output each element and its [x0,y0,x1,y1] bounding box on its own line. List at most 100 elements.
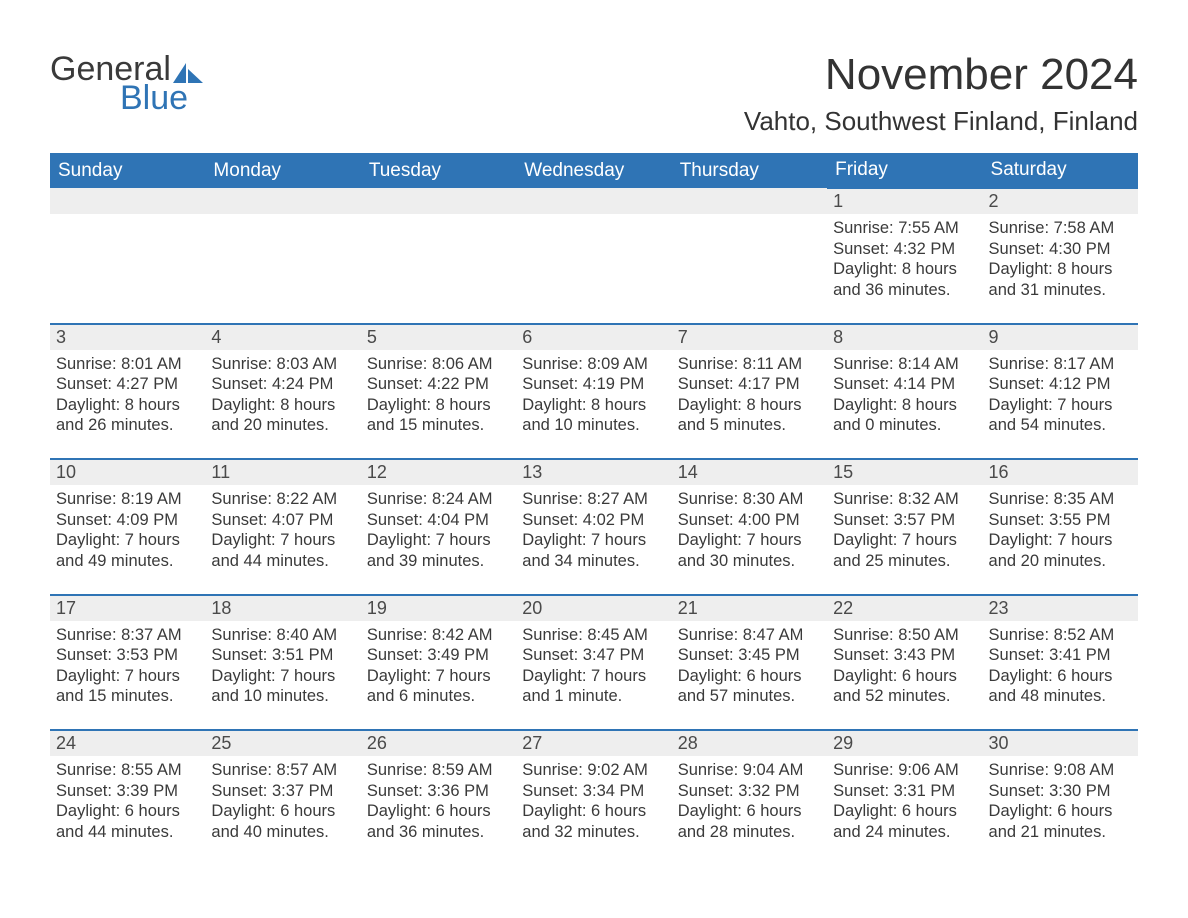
day-4-number: 4 [205,324,360,350]
sunrise-line: Sunrise: 8:32 AM [833,489,976,510]
day-2-details: Sunrise: 7:58 AMSunset: 4:30 PMDaylight:… [983,214,1138,324]
sunrise-line: Sunrise: 8:19 AM [56,489,199,510]
day-30-number: 30 [983,730,1138,756]
day-7-details: Sunrise: 8:11 AMSunset: 4:17 PMDaylight:… [672,350,827,460]
day-5-details: Sunrise: 8:06 AMSunset: 4:22 PMDaylight:… [361,350,516,460]
week-1-bodies: Sunrise: 8:01 AMSunset: 4:27 PMDaylight:… [50,350,1138,460]
sunrise-line: Sunrise: 8:55 AM [56,760,199,781]
sunset-line: Sunset: 4:09 PM [56,510,199,531]
calendar-body: 12Sunrise: 7:55 AMSunset: 4:32 PMDayligh… [50,188,1138,865]
day-30-details: Sunrise: 9:08 AMSunset: 3:30 PMDaylight:… [983,756,1138,865]
sunset-line: Sunset: 3:31 PM [833,781,976,802]
blank-cell [205,214,360,324]
day-12-details: Sunrise: 8:24 AMSunset: 4:04 PMDaylight:… [361,485,516,595]
sunset-line: Sunset: 3:51 PM [211,645,354,666]
day-26-number: 26 [361,730,516,756]
daylight-line: Daylight: 6 hours and 32 minutes. [522,801,665,842]
day-18-details: Sunrise: 8:40 AMSunset: 3:51 PMDaylight:… [205,621,360,731]
week-3-numbers: 17181920212223 [50,595,1138,621]
calendar-table: SundayMondayTuesdayWednesdayThursdayFrid… [50,153,1138,865]
sunset-line: Sunset: 4:02 PM [522,510,665,531]
sunset-line: Sunset: 4:00 PM [678,510,821,531]
daylight-line: Daylight: 6 hours and 28 minutes. [678,801,821,842]
sunrise-line: Sunrise: 8:45 AM [522,625,665,646]
day-14-number: 14 [672,459,827,485]
blank-cell [672,214,827,324]
daylight-line: Daylight: 7 hours and 6 minutes. [367,666,510,707]
logo-text-blue: Blue [120,79,188,118]
day-2-number: 2 [983,188,1138,214]
day-3-details: Sunrise: 8:01 AMSunset: 4:27 PMDaylight:… [50,350,205,460]
logo: General Blue [50,50,203,118]
sunset-line: Sunset: 3:41 PM [989,645,1132,666]
daylight-line: Daylight: 7 hours and 34 minutes. [522,530,665,571]
sunset-line: Sunset: 3:45 PM [678,645,821,666]
day-24-details: Sunrise: 8:55 AMSunset: 3:39 PMDaylight:… [50,756,205,865]
day-27-number: 27 [516,730,671,756]
sunset-line: Sunset: 3:47 PM [522,645,665,666]
sunset-line: Sunset: 3:30 PM [989,781,1132,802]
daylight-line: Daylight: 7 hours and 1 minute. [522,666,665,707]
sunrise-line: Sunrise: 8:30 AM [678,489,821,510]
sunrise-line: Sunrise: 8:09 AM [522,354,665,375]
day-16-details: Sunrise: 8:35 AMSunset: 3:55 PMDaylight:… [983,485,1138,595]
blank-cell [205,188,360,214]
sunrise-line: Sunrise: 8:50 AM [833,625,976,646]
daylight-line: Daylight: 6 hours and 40 minutes. [211,801,354,842]
sunset-line: Sunset: 4:19 PM [522,374,665,395]
calendar-page: General Blue November 2024 Vahto, Southw… [0,0,1188,905]
day-24-number: 24 [50,730,205,756]
sunrise-line: Sunrise: 8:35 AM [989,489,1132,510]
sunset-line: Sunset: 3:57 PM [833,510,976,531]
weekday-tuesday: Tuesday [361,153,516,188]
day-10-details: Sunrise: 8:19 AMSunset: 4:09 PMDaylight:… [50,485,205,595]
day-6-details: Sunrise: 8:09 AMSunset: 4:19 PMDaylight:… [516,350,671,460]
day-3-number: 3 [50,324,205,350]
blank-cell [516,214,671,324]
daylight-line: Daylight: 7 hours and 10 minutes. [211,666,354,707]
sunset-line: Sunset: 3:39 PM [56,781,199,802]
title-block: November 2024 Vahto, Southwest Finland, … [744,50,1138,137]
sunset-line: Sunset: 4:14 PM [833,374,976,395]
blank-cell [672,188,827,214]
day-20-number: 20 [516,595,671,621]
daylight-line: Daylight: 7 hours and 44 minutes. [211,530,354,571]
day-9-details: Sunrise: 8:17 AMSunset: 4:12 PMDaylight:… [983,350,1138,460]
sunrise-line: Sunrise: 8:06 AM [367,354,510,375]
day-14-details: Sunrise: 8:30 AMSunset: 4:00 PMDaylight:… [672,485,827,595]
day-17-number: 17 [50,595,205,621]
daylight-line: Daylight: 7 hours and 49 minutes. [56,530,199,571]
day-17-details: Sunrise: 8:37 AMSunset: 3:53 PMDaylight:… [50,621,205,731]
day-23-details: Sunrise: 8:52 AMSunset: 3:41 PMDaylight:… [983,621,1138,731]
blank-cell [361,214,516,324]
daylight-line: Daylight: 8 hours and 5 minutes. [678,395,821,436]
sunrise-line: Sunrise: 8:01 AM [56,354,199,375]
sunrise-line: Sunrise: 7:58 AM [989,218,1132,239]
sunset-line: Sunset: 4:32 PM [833,239,976,260]
sunset-line: Sunset: 4:04 PM [367,510,510,531]
weekday-thursday: Thursday [672,153,827,188]
sunset-line: Sunset: 3:55 PM [989,510,1132,531]
weekday-sunday: Sunday [50,153,205,188]
day-16-number: 16 [983,459,1138,485]
day-29-number: 29 [827,730,982,756]
daylight-line: Daylight: 6 hours and 44 minutes. [56,801,199,842]
day-28-details: Sunrise: 9:04 AMSunset: 3:32 PMDaylight:… [672,756,827,865]
sunset-line: Sunset: 3:37 PM [211,781,354,802]
daylight-line: Daylight: 8 hours and 10 minutes. [522,395,665,436]
sunrise-line: Sunrise: 9:02 AM [522,760,665,781]
week-0-numbers: 12 [50,188,1138,214]
weekday-row: SundayMondayTuesdayWednesdayThursdayFrid… [50,153,1138,188]
daylight-line: Daylight: 6 hours and 36 minutes. [367,801,510,842]
day-26-details: Sunrise: 8:59 AMSunset: 3:36 PMDaylight:… [361,756,516,865]
daylight-line: Daylight: 7 hours and 30 minutes. [678,530,821,571]
sunrise-line: Sunrise: 8:22 AM [211,489,354,510]
day-20-details: Sunrise: 8:45 AMSunset: 3:47 PMDaylight:… [516,621,671,731]
sunset-line: Sunset: 4:12 PM [989,374,1132,395]
day-7-number: 7 [672,324,827,350]
day-25-number: 25 [205,730,360,756]
day-13-number: 13 [516,459,671,485]
sunrise-line: Sunrise: 8:37 AM [56,625,199,646]
daylight-line: Daylight: 6 hours and 52 minutes. [833,666,976,707]
weekday-monday: Monday [205,153,360,188]
